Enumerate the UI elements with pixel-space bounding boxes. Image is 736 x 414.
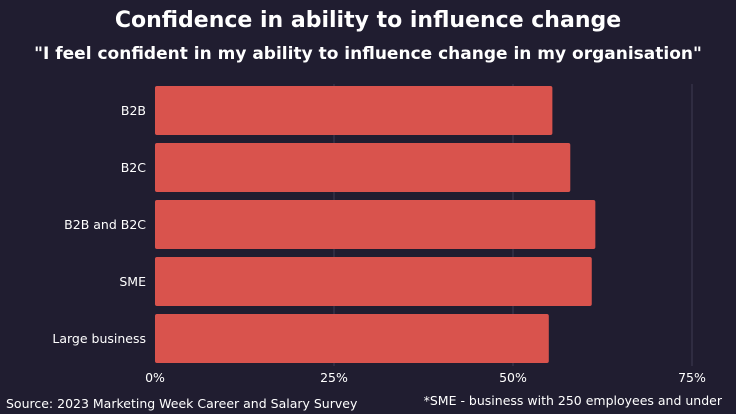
x-tick-label: 0% [145, 370, 165, 385]
chart-subtitle: "I feel confident in my ability to influ… [34, 44, 702, 64]
category-label: B2B and B2C [64, 217, 146, 232]
x-tick-label: 75% [678, 370, 706, 385]
bar [155, 314, 549, 363]
source-note: Source: 2023 Marketing Week Career and S… [6, 396, 358, 411]
footnote: *SME - business with 250 employees and u… [423, 393, 722, 408]
category-label: B2C [121, 160, 147, 175]
bar [155, 86, 553, 135]
category-label: SME [119, 274, 146, 289]
bar [155, 200, 596, 249]
chart-title: Confidence in ability to influence chang… [114, 8, 622, 33]
x-tick-label: 25% [320, 370, 348, 385]
bar [155, 257, 592, 306]
category-label: Large business [52, 331, 146, 346]
category-label: B2B [121, 103, 146, 118]
bar [155, 143, 571, 192]
x-tick-label: 50% [499, 370, 527, 385]
